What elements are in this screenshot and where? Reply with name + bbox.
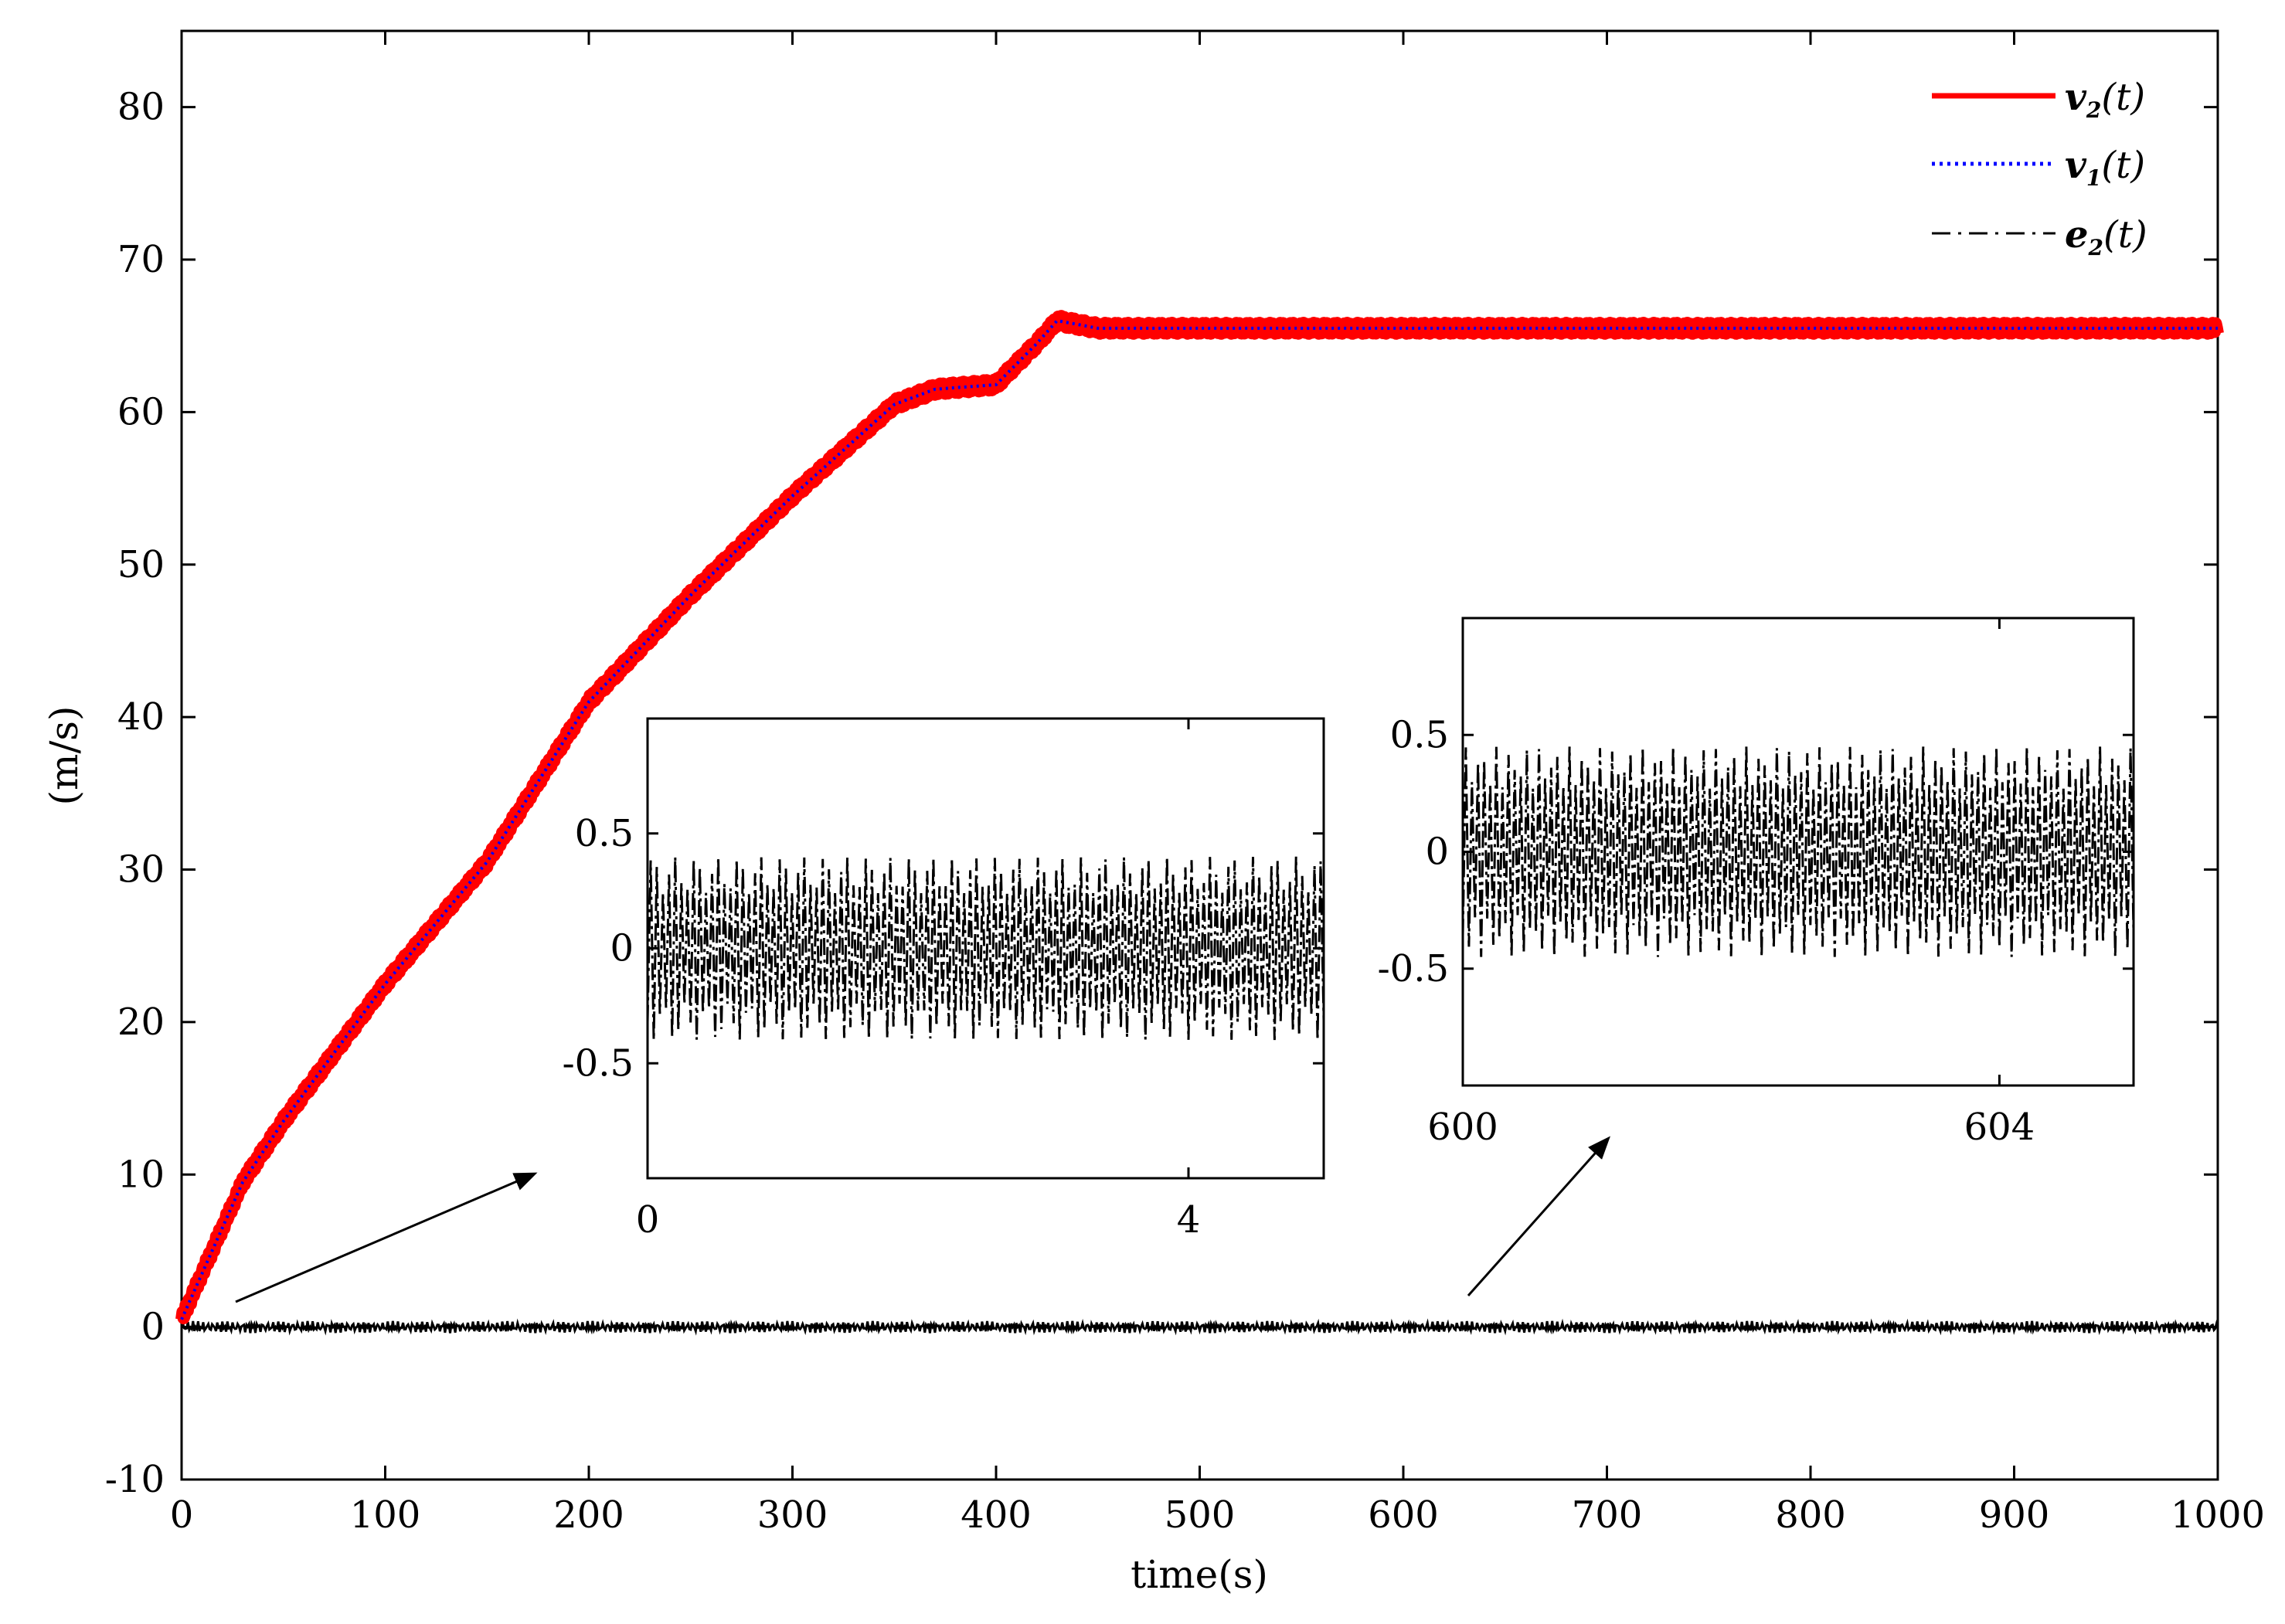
inset1-series-group	[646, 856, 1325, 1041]
inset2-arrow	[1467, 1136, 1610, 1296]
series-v2-line	[175, 310, 2224, 1325]
x-tick-label: 1000	[2171, 1493, 2265, 1537]
inset-x-tick-label: 600	[1427, 1106, 1498, 1149]
y-tick-label: 0	[141, 1306, 165, 1349]
y-tick-label: 70	[117, 238, 165, 281]
x-tick-label: 100	[350, 1493, 421, 1537]
inset2-frame	[1461, 617, 2135, 1087]
legend-label-e2: e2(t)	[2065, 213, 2147, 260]
y-tick-label: -10	[105, 1458, 165, 1501]
y-tick-label: 20	[117, 1001, 165, 1044]
x-tick-label: 400	[961, 1493, 1032, 1537]
x-tick-label: 0	[170, 1493, 194, 1537]
inset-y-tick-label: 0	[1425, 831, 1449, 874]
x-tick-label: 200	[553, 1493, 624, 1537]
x-tick-label: 300	[757, 1493, 828, 1537]
inset-x-tick-label: 4	[1177, 1198, 1201, 1242]
y-tick-label: 10	[117, 1153, 165, 1196]
x-tick-label: 800	[1775, 1493, 1846, 1537]
y-tick-label: 80	[117, 86, 165, 129]
x-tick-label: 600	[1368, 1493, 1439, 1537]
y-tick-label: 60	[117, 390, 165, 433]
inset1-ticks: 0.5 0 -0.5 0 4	[562, 719, 1324, 1242]
legend-label-v2: v2(t)	[2065, 76, 2145, 123]
y-tick-label: 30	[117, 848, 165, 892]
x-tick-label: 900	[1979, 1493, 2050, 1537]
inset-y-tick-label: -0.5	[562, 1041, 634, 1085]
inset2-series-group	[1461, 746, 2135, 957]
main-series-group	[175, 310, 2224, 1336]
inset-series-e2-line	[646, 856, 1325, 1041]
inset1-frame	[646, 717, 1325, 1180]
inset-y-tick-label: 0.5	[575, 812, 634, 855]
inset-series-e2-line	[1461, 746, 2135, 957]
inset-y-tick-label: 0	[610, 927, 634, 970]
inset-x-tick-label: 604	[1964, 1106, 2035, 1149]
legend-label-v1: v1(t)	[2065, 144, 2145, 191]
inset-x-tick-label: 0	[636, 1198, 660, 1242]
x-tick-label: 500	[1165, 1493, 1236, 1537]
main-x-ticks: 0 100 200 300 400 500 600 700 800 900 1000	[170, 31, 2265, 1537]
y-axis-label: (m/s)	[42, 706, 87, 806]
inset1-arrow	[235, 1172, 538, 1303]
y-tick-label: 40	[117, 695, 165, 739]
inset-y-tick-label: -0.5	[1377, 947, 1449, 990]
x-axis-label: time(s)	[1131, 1552, 1268, 1597]
inset2-ticks: 0.5 0 -0.5 600 604	[1377, 618, 2134, 1149]
inset-y-tick-label: 0.5	[1390, 713, 1449, 756]
y-tick-label: 50	[117, 543, 165, 586]
legend: v2(t) v1(t) e2(t)	[1932, 76, 2147, 260]
series-e2-line	[180, 1318, 2219, 1336]
x-tick-label: 700	[1572, 1493, 1643, 1537]
